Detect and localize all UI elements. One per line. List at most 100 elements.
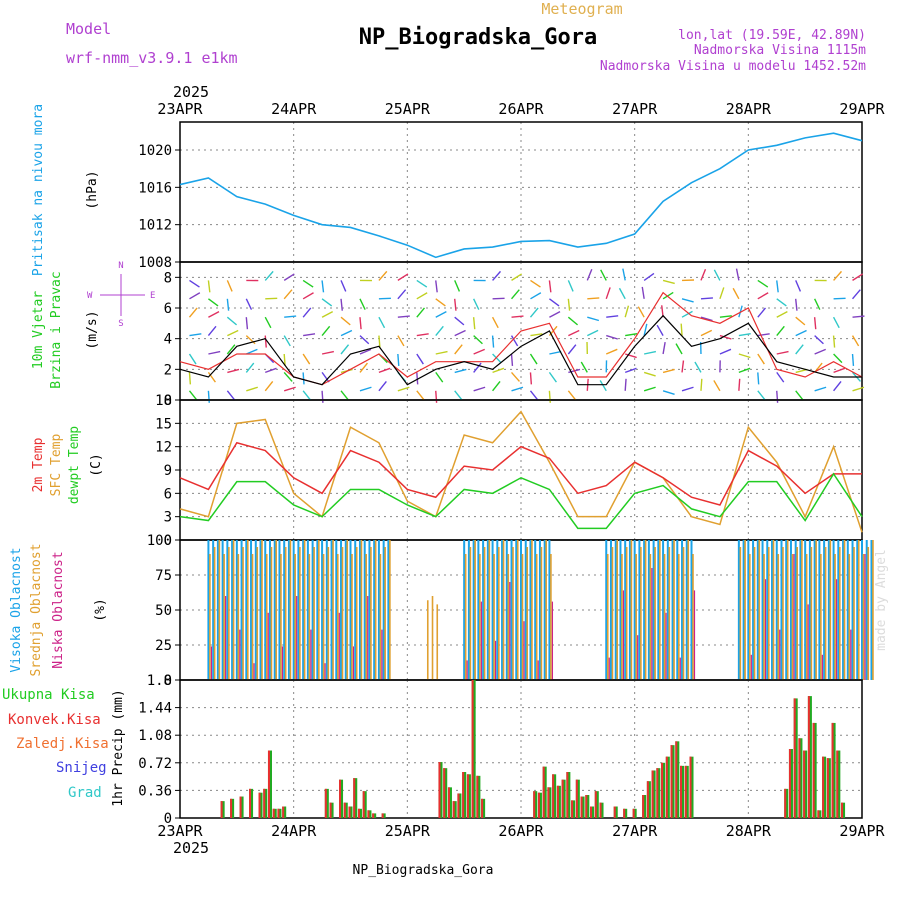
precip-conv-bar [452,801,455,818]
wind-arrow [567,280,574,292]
wind-arrow [492,353,502,364]
precip-bar [661,762,666,818]
wind-arrow [567,298,571,311]
precip-conv-bar [329,802,332,818]
wind-arrow [567,344,577,355]
wind-arrow [757,333,770,337]
precip-conv-bar [684,765,687,818]
wind-arrow [530,333,543,337]
wind-arrow [757,353,765,365]
wind-arrow [416,333,429,337]
wind-arrow [643,371,656,377]
wind-arrow [208,310,220,318]
wind-arrow [302,372,305,385]
model-label: Model [66,20,111,38]
x-tick-label: 26APR [498,100,544,118]
precip-conv-bar [348,806,351,818]
compass-w: W [87,291,93,301]
wind-arrow [851,335,860,347]
temperature-panel: 0 3 6 9 12 15 18 [155,393,863,549]
precip-conv-bar [680,765,683,818]
precip-bar [831,722,836,818]
precip-conv-bar [357,808,360,818]
wind-arrow [207,298,219,307]
wind-arrow [511,371,520,382]
wind-arrow [852,315,865,318]
wind-arrow [795,329,807,337]
precip-conv-bar [656,768,659,818]
precip-conv-bar [646,781,649,818]
temp-ylabel-3: dewpt Temp [67,426,82,504]
wind-arrow [227,329,239,337]
wind-arrow [491,316,499,329]
wind-arrow [284,315,297,318]
wind-arrow [510,289,520,300]
wind-arrow [662,368,675,374]
wind-arrow [473,348,485,355]
wind-arrow [600,269,607,281]
wind-arrow [359,362,368,373]
wind-arrow [283,353,286,367]
wind-arrow [530,279,541,288]
pressure-line [179,132,863,259]
x-tick-label: 24APR [271,100,317,118]
wind-arrow [662,291,674,300]
wind-arrow [549,310,561,318]
precip-conv-bar [277,808,280,818]
x-tick-label: 23APR [157,100,203,118]
wind-arrow [264,270,274,281]
credit-label: made by Angel [874,549,889,651]
precip-conv-bar [258,792,261,818]
wind-arrow [681,386,694,392]
y-tick-label: 0 [164,533,172,549]
precip-panel: 0 0.36 0.72 1.08 1.44 1.8 [138,673,863,827]
wind-arrow [454,329,466,337]
y-tick-label: 1012 [138,218,172,234]
wind-arrow [719,287,725,300]
x-tick-label: 23APR [157,822,203,840]
wind-arrow [662,279,675,285]
wind-arrow [700,329,713,337]
precip-bar [556,785,561,818]
wind-arrow [700,378,703,391]
wind-arrow [207,390,210,403]
precip-bar [599,802,604,818]
wind-arrow [852,273,864,281]
wind-arrow [226,390,236,401]
wind-arrow [359,348,372,355]
wind-arrow [283,273,295,281]
wind-ylabel-2: Brzina i Pravac [49,271,64,388]
precip-conv-bar [324,788,327,818]
wind-arrow [245,362,255,373]
wind-arrow [321,371,330,383]
wind-arrow [662,342,666,355]
y-tick-label: 15 [155,416,172,432]
x-tick-label: 25APR [385,822,431,840]
model-name: wrf-nmm_v3.9.1 e1km [66,49,238,67]
wind-arrow [226,298,230,311]
wind-arrow [643,323,648,336]
wind-arrow [492,270,502,281]
precip-bar [623,808,628,818]
wind-arrow [511,315,524,318]
wind-arrow [529,353,538,365]
precip-conv-bar [798,738,801,818]
precip-bar [552,774,557,818]
wind-arrow [814,298,821,310]
precip-conv-bar [670,745,673,818]
x-tick-label: 27APR [612,822,658,840]
wind-arrow [492,367,505,374]
wind-arrow [719,348,732,355]
legend-zaledj: Zaledj.Kisa [16,736,109,752]
wind-arrow [245,317,249,330]
wind-arrow [606,334,618,340]
wind-arrow [246,386,258,392]
wind-arrow [833,380,842,392]
wind-arrow [283,335,291,347]
precip-conv-bar [239,796,242,818]
precip-conv-bar [642,795,645,818]
wind-arrow [851,353,855,367]
precip-conv-bar [784,788,787,818]
precip-conv-bar [476,775,479,818]
temp-ylabel-1: 2m Temp [31,437,46,492]
